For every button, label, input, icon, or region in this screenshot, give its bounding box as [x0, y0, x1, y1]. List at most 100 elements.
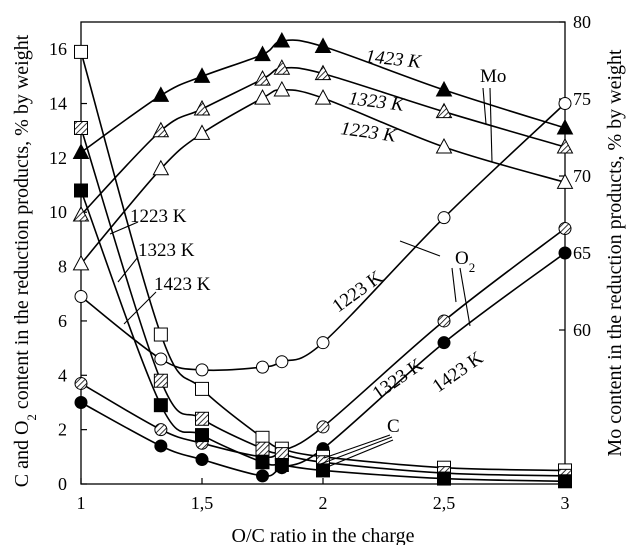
x-axis-title: O/C ratio in the charge	[232, 525, 415, 545]
y-left-tick-label: 16	[49, 39, 67, 59]
data-point-mo-1423k	[72, 143, 90, 159]
annotation-mo-label: Mo	[480, 66, 506, 87]
data-point-mo-1323k	[435, 102, 453, 119]
y-right-tick-label: 75	[573, 89, 591, 109]
y-left-tick-label: 14	[49, 94, 67, 114]
data-point-o2-1423k	[195, 453, 209, 467]
y-right-tick-label: 70	[573, 166, 591, 186]
data-point-mo-1223k	[273, 80, 291, 97]
y-left-tick-label: 2	[58, 420, 67, 440]
data-point-mo-1223k	[72, 254, 90, 271]
data-point-c-1323k	[195, 411, 209, 426]
data-point-o2-1323k	[437, 314, 451, 328]
data-point-c-1423k	[274, 457, 289, 472]
data-point-mo-1423k	[435, 80, 453, 97]
y-right-tick-label: 80	[573, 12, 591, 32]
data-point-c-1423k	[558, 474, 572, 489]
data-point-o2-1223k	[74, 289, 88, 303]
data-point-o2-1423k	[256, 469, 269, 483]
data-point-o2-1223k	[437, 211, 451, 225]
data-point-mo-1323k	[273, 59, 291, 75]
data-point-mo-1423k	[556, 118, 574, 135]
data-point-mo-1223k	[193, 124, 211, 140]
series-line-o2-1223k	[80, 102, 566, 372]
y-right-tick-label: 65	[573, 243, 591, 263]
leader-line	[459, 267, 471, 327]
data-point-o2-1223k	[195, 363, 209, 377]
annotation-mo-top: 1423 K	[364, 46, 423, 73]
annotation-o2-label: O2	[455, 248, 475, 275]
data-point-c-1323k	[255, 441, 270, 456]
data-point-mo-1223k	[556, 173, 574, 189]
data-point-mo-1323k	[193, 99, 211, 116]
data-point-c-1423k	[437, 471, 451, 486]
data-point-mo-1223k	[152, 159, 170, 176]
data-point-mo-1323k	[152, 121, 170, 138]
leader-line	[482, 87, 487, 125]
data-point-mo-1323k	[314, 64, 332, 81]
x-tick-label: 2,5	[433, 493, 456, 513]
y-left-tick-label: 6	[58, 311, 67, 331]
y-left-axis-title: C and O2 content in the reduction produc…	[11, 34, 39, 487]
annotation-c-1323: 1323 K	[138, 240, 195, 261]
series-line-c-1223k	[80, 51, 566, 472]
data-point-mo-1223k	[435, 137, 453, 154]
data-point-mo-1323k	[556, 137, 574, 154]
data-point-o2-1423k	[154, 439, 168, 453]
x-tick-label: 2	[319, 493, 328, 513]
data-point-mo-1323k	[254, 70, 271, 86]
leader-line	[399, 240, 441, 257]
leader-line	[489, 87, 493, 163]
series-line-mo-1223k	[80, 89, 566, 265]
leader-line	[317, 436, 393, 466]
data-point-c-1423k	[316, 463, 330, 478]
leader-line	[117, 256, 139, 283]
data-point-c-1423k	[74, 183, 88, 198]
y-left-tick-label: 10	[49, 202, 67, 222]
data-point-mo-1423k	[314, 37, 332, 53]
annotation-mo-low: 1223 K	[339, 118, 398, 147]
y-right-tick-label: 60	[573, 320, 591, 340]
data-point-o2-1423k	[558, 246, 572, 260]
data-point-c-1223k	[153, 327, 168, 342]
data-point-o2-1223k	[558, 97, 572, 111]
data-point-mo-1423k	[254, 45, 271, 62]
x-tick-label: 3	[561, 493, 570, 513]
data-point-c-1223k	[195, 381, 209, 396]
leader-line	[319, 439, 394, 471]
data-point-c-1423k	[153, 398, 168, 413]
data-point-mo-1423k	[193, 67, 211, 83]
y-left-tick-label: 4	[58, 365, 67, 385]
data-point-mo-1223k	[314, 89, 332, 105]
data-point-c-1223k	[74, 44, 88, 59]
data-point-o2-1223k	[256, 360, 269, 374]
annotation-c-label: C	[387, 416, 400, 437]
data-point-mo-1423k	[152, 86, 170, 102]
leader-line	[451, 267, 457, 303]
leader-line	[323, 434, 391, 459]
x-tick-label: 1	[77, 493, 86, 513]
data-point-o2-1223k	[275, 355, 289, 369]
series-line-c-1423k	[80, 190, 566, 483]
data-point-c-1423k	[255, 455, 270, 470]
data-point-o2-1223k	[316, 336, 330, 350]
data-point-c-1323k	[74, 120, 88, 135]
annotation-o2-1223: 1223 K	[329, 267, 387, 317]
annotation-o2-1423: 1423 K	[429, 347, 488, 397]
leader-line	[123, 291, 157, 325]
data-point-o2-1323k	[154, 423, 168, 437]
data-point-c-1323k	[153, 373, 168, 388]
data-point-o2-1423k	[437, 336, 451, 350]
y-left-tick-label: 12	[49, 148, 67, 168]
annotation-c-1223: 1223 K	[130, 206, 187, 227]
data-point-c-1423k	[195, 428, 209, 443]
data-point-o2-1323k	[74, 376, 88, 390]
x-tick-label: 1,5	[191, 493, 214, 513]
data-point-mo-1423k	[273, 31, 291, 48]
data-point-o2-1423k	[74, 395, 88, 409]
annotation-c-1423: 1423 K	[154, 274, 211, 295]
data-point-o2-1323k	[316, 420, 330, 434]
y-right-axis-title: Mo content in the reduction products, % …	[604, 49, 626, 457]
y-left-tick-label: 0	[58, 474, 67, 494]
